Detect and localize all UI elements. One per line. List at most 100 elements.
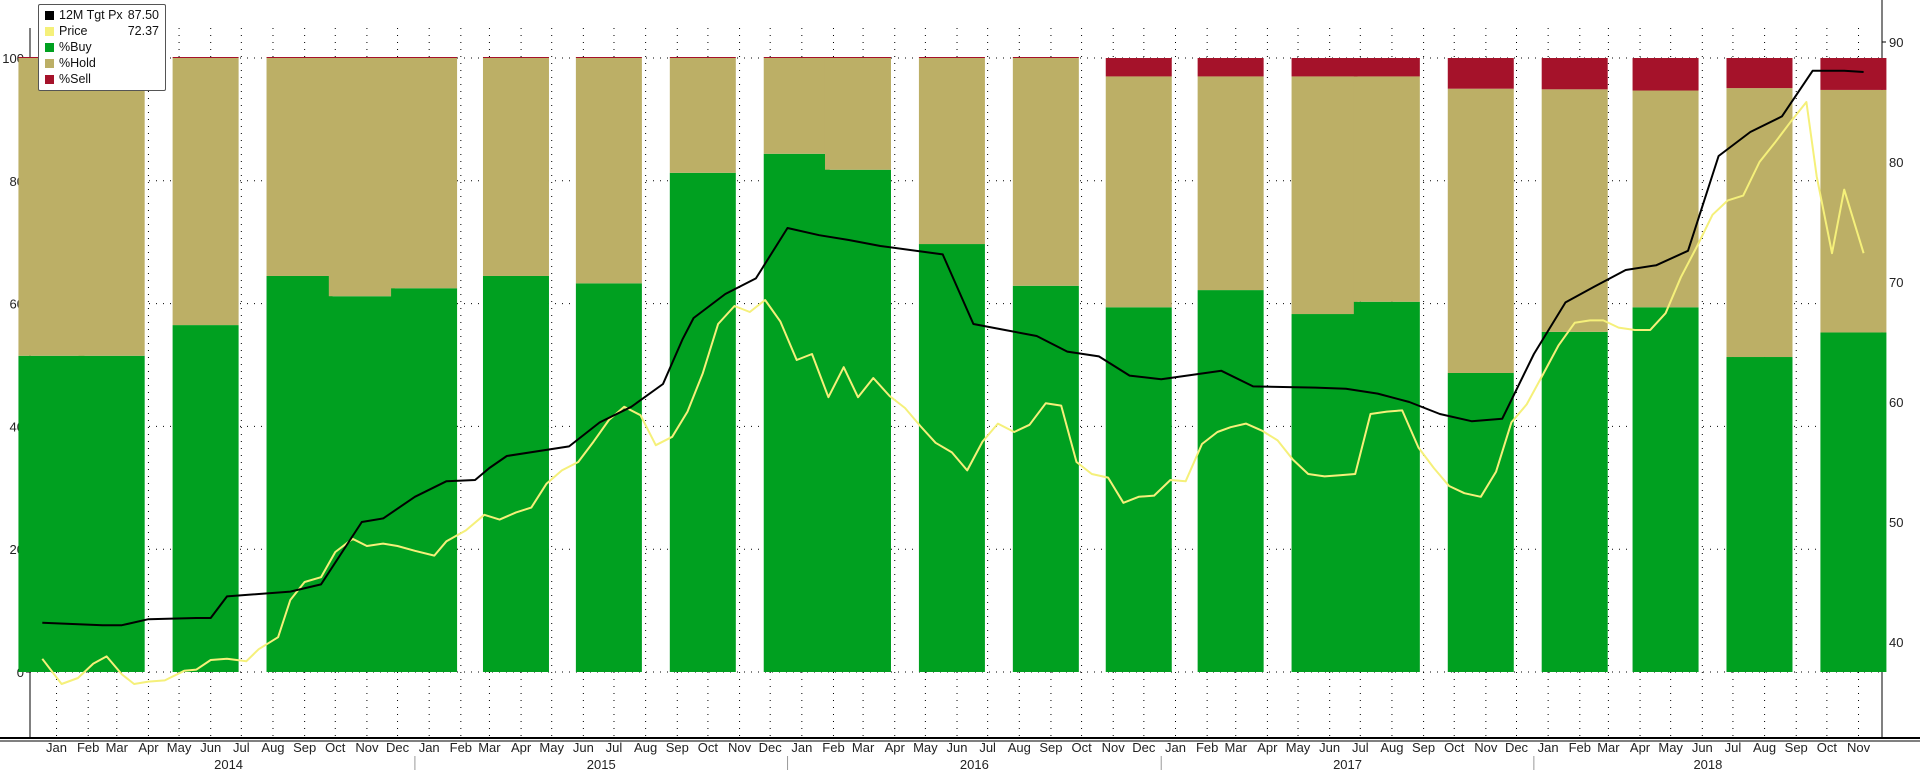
- legend-label: %Hold: [59, 56, 96, 70]
- bar-sell-trace: [575, 57, 642, 58]
- bar-buy: [266, 275, 333, 672]
- month-tick-label: Oct: [1071, 740, 1092, 755]
- month-tick-label: Dec: [386, 740, 410, 755]
- month-tick-label: Sep: [1039, 740, 1062, 755]
- legend-value: 72.37: [127, 24, 159, 38]
- bar-sell-trace: [482, 57, 549, 58]
- month-tick-label: Oct: [698, 740, 719, 755]
- month-tick-label: Jun: [573, 740, 594, 755]
- month-tick-label: Feb: [450, 740, 472, 755]
- bar-hold: [1447, 88, 1514, 373]
- month-tick-label: Jun: [1692, 740, 1713, 755]
- month-tick-label: May: [913, 740, 938, 755]
- bar-hold: [391, 58, 458, 289]
- month-tick-label: Sep: [293, 740, 316, 755]
- bar-sell-trace: [172, 57, 239, 58]
- bar-hold: [1197, 76, 1264, 291]
- legend-label: %Buy: [59, 40, 92, 54]
- month-tick-label: Dec: [1505, 740, 1529, 755]
- target-price-line: [42, 69, 1864, 627]
- bar-hold: [1820, 89, 1887, 333]
- bar-hold: [1353, 76, 1420, 302]
- bar-buy: [1447, 372, 1514, 672]
- bar-sell: [1632, 58, 1699, 91]
- month-tick-label: Apr: [138, 740, 159, 755]
- bar-hold: [1012, 58, 1079, 286]
- month-tick-label: Mar: [1597, 740, 1620, 755]
- bar-buy: [1353, 301, 1420, 672]
- bar-buy: [1197, 290, 1264, 672]
- month-tick-label: Nov: [728, 740, 752, 755]
- year-tick-label: 2018: [1693, 757, 1722, 772]
- sell-swatch: [45, 74, 54, 84]
- bar-buy: [1726, 357, 1793, 672]
- month-tick-label: Feb: [77, 740, 99, 755]
- price-line: [41, 101, 1865, 685]
- bar-sell: [1726, 58, 1793, 89]
- right-tick-label: 90: [1889, 35, 1903, 50]
- legend-label: Price: [59, 24, 88, 38]
- month-tick-label: Feb: [1196, 740, 1218, 755]
- month-tick-label: Apr: [885, 740, 906, 755]
- bar-buy: [482, 275, 549, 672]
- bar-sell-trace: [1012, 57, 1079, 58]
- bar-hold: [763, 58, 830, 154]
- bar-buy: [18, 355, 85, 672]
- bar-hold: [18, 58, 85, 356]
- month-tick-label: Mar: [478, 740, 501, 755]
- month-tick-label: Jul: [1725, 740, 1742, 755]
- bar-buy: [1012, 285, 1079, 672]
- bar-sell: [1447, 58, 1514, 89]
- month-tick-label: May: [1658, 740, 1683, 755]
- legend-label: 12M Tgt Px: [59, 8, 123, 22]
- month-tick-label: Nov: [1847, 740, 1871, 755]
- legend-item-sell: %Sell: [45, 71, 159, 87]
- legend-label: %Sell: [59, 72, 91, 86]
- month-tick-label: Mar: [1225, 740, 1248, 755]
- month-tick-label: Mar: [852, 740, 875, 755]
- bar-hold: [1632, 90, 1699, 308]
- bar-buy: [1541, 331, 1608, 672]
- month-tick-label: Feb: [822, 740, 844, 755]
- bar-buy: [1820, 332, 1887, 672]
- bar-sell-trace: [918, 57, 985, 58]
- month-tick-label: May: [1286, 740, 1311, 755]
- month-tick-label: Aug: [1753, 740, 1776, 755]
- legend-item-buy: %Buy: [45, 39, 159, 55]
- left-tick-label: 0: [17, 665, 24, 680]
- bar-sell: [1820, 58, 1887, 90]
- bar-hold: [1541, 89, 1608, 332]
- legend-item-target-price: 12M Tgt Px 87.50: [45, 7, 159, 23]
- month-tick-label: Oct: [1817, 740, 1838, 755]
- year-tick-label: 2016: [960, 757, 989, 772]
- bar-hold: [1291, 76, 1358, 315]
- year-tick-label: 2014: [214, 757, 243, 772]
- right-tick-label: 80: [1889, 155, 1903, 170]
- month-tick-label: Nov: [1474, 740, 1498, 755]
- year-tick-label: 2015: [587, 757, 616, 772]
- month-tick-label: Jan: [46, 740, 67, 755]
- bar-buy: [78, 355, 145, 672]
- month-tick-label: Oct: [1444, 740, 1465, 755]
- month-tick-label: Aug: [261, 740, 284, 755]
- bar-sell-trace: [328, 57, 395, 58]
- month-tick-label: Dec: [759, 740, 783, 755]
- chart-legend: 12M Tgt Px 87.50 Price 72.37 %Buy %Hold …: [38, 4, 166, 91]
- month-tick-label: Jul: [606, 740, 623, 755]
- month-tick-label: Apr: [1630, 740, 1651, 755]
- price-swatch: [45, 26, 54, 36]
- month-tick-label: May: [167, 740, 192, 755]
- year-tick-label: 2017: [1333, 757, 1362, 772]
- bar-hold: [78, 58, 145, 356]
- target-price-swatch: [45, 10, 54, 20]
- bar-buy: [391, 288, 458, 672]
- month-tick-label: Sep: [1412, 740, 1435, 755]
- bar-buy: [1291, 314, 1358, 672]
- month-tick-label: Nov: [1102, 740, 1126, 755]
- month-tick-label: Dec: [1132, 740, 1156, 755]
- right-tick-label: 40: [1889, 635, 1903, 650]
- month-tick-label: Apr: [1257, 740, 1278, 755]
- bar-sell-trace: [763, 57, 830, 58]
- bar-sell-trace: [824, 57, 891, 58]
- hold-swatch: [45, 58, 54, 68]
